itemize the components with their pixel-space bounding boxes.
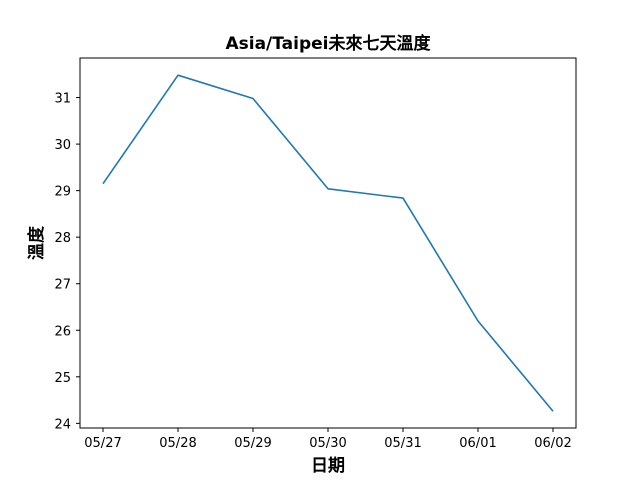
temperature-series-line	[102, 74, 554, 412]
data-point	[252, 97, 254, 99]
series-layer	[102, 74, 554, 412]
plot-area	[79, 57, 577, 429]
x-tick-label: 05/30	[309, 436, 346, 451]
data-point	[402, 197, 404, 199]
data-point	[102, 183, 104, 185]
x-tick-label: 05/31	[384, 436, 421, 451]
data-point	[552, 410, 554, 412]
data-point	[327, 188, 329, 190]
x-axis-title: 日期	[311, 456, 345, 476]
plot-frame	[79, 57, 577, 429]
y-tick-label: 28	[54, 231, 71, 246]
y-axis: 24 25 26 27 28 29 30 31	[54, 92, 80, 432]
y-tick-label: 26	[54, 324, 71, 339]
x-tick-label: 05/29	[234, 436, 271, 451]
x-tick-label: 05/27	[84, 436, 121, 451]
data-point	[177, 74, 179, 76]
y-tick-label: 31	[54, 92, 71, 107]
y-tick-label: 25	[54, 371, 71, 386]
x-axis: 05/27 05/28 05/29 05/30 05/31 06/01 06/02	[84, 428, 572, 451]
y-tick-label: 29	[54, 185, 71, 200]
y-axis-title: 溫度	[26, 225, 47, 260]
data-point	[477, 320, 479, 322]
x-tick-label: 06/02	[534, 436, 571, 451]
x-tick-label: 06/01	[459, 436, 496, 451]
x-tick-label: 05/28	[159, 436, 196, 451]
y-tick-label: 24	[54, 417, 71, 432]
y-tick-label: 27	[54, 278, 71, 293]
y-tick-label: 30	[54, 138, 71, 153]
chart-title: Asia/Taipei未來七天溫度	[225, 33, 431, 54]
